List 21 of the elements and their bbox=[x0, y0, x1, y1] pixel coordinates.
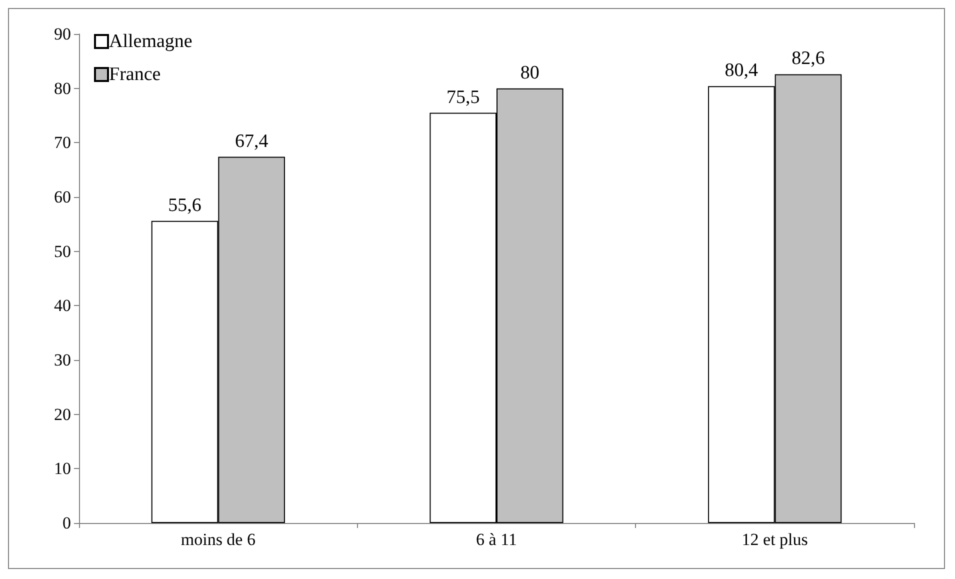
x-tick-label: 12 et plus bbox=[742, 530, 808, 549]
x-tick-label: 6 à 11 bbox=[476, 530, 517, 549]
data-label: 67,4 bbox=[234, 130, 269, 152]
y-tick-label: 80 bbox=[54, 78, 71, 98]
y-tick-label: 40 bbox=[54, 296, 71, 316]
y-tick-label: 10 bbox=[54, 459, 71, 478]
data-label: 80,4 bbox=[724, 60, 759, 82]
x-tick-label: moins de 6 bbox=[180, 530, 256, 549]
legend-label: France bbox=[109, 64, 161, 85]
y-tick-label: 60 bbox=[54, 188, 71, 206]
y-tick-label: 90 bbox=[54, 24, 71, 44]
data-label: 80 bbox=[520, 62, 540, 84]
legend-label: Allemagne bbox=[109, 31, 192, 52]
y-tick-label: 70 bbox=[54, 133, 71, 152]
data-label: 75,5 bbox=[446, 86, 480, 108]
y-tick-label: 20 bbox=[54, 404, 71, 424]
data-label: 55,6 bbox=[168, 194, 202, 216]
data-label: 82,6 bbox=[792, 48, 825, 70]
y-tick-label: 50 bbox=[54, 242, 71, 261]
y-tick-label: 0 bbox=[62, 514, 71, 532]
y-tick-label: 30 bbox=[54, 350, 71, 370]
